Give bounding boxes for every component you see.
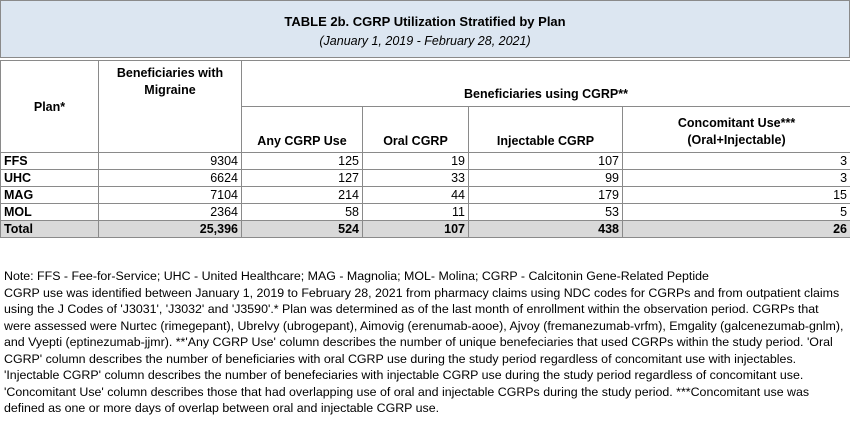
cell-oral-cgrp: 44 (362, 186, 469, 204)
cell-oral-cgrp: 11 (362, 203, 469, 221)
header-cgrp-label: Beneficiaries using CGRP** (464, 87, 628, 101)
table-subtitle: (January 1, 2019 - February 28, 2021) (319, 34, 531, 48)
cell-migraine: 7104 (98, 186, 242, 204)
table-title-block: TABLE 2b. CGRP Utilization Stratified by… (0, 0, 850, 58)
cell-total-injectable-cgrp: 438 (468, 220, 623, 238)
header-concomitant-line2: (Oral+Injectable) (687, 133, 786, 147)
table-row: MOL 2364 58 11 53 5 (0, 203, 850, 221)
cell-injectable-cgrp: 99 (468, 169, 623, 187)
header-plan: Plan* (0, 60, 99, 153)
header-concomitant: Concomitant Use*** (Oral+Injectable) (621, 106, 850, 153)
cell-total-oral-cgrp: 107 (362, 220, 469, 238)
cell-total-label: Total (0, 220, 99, 238)
header-beneficiaries-cgrp: Beneficiaries using CGRP** (240, 60, 850, 107)
table-title: TABLE 2b. CGRP Utilization Stratified by… (284, 14, 566, 29)
cell-migraine: 2364 (98, 203, 242, 221)
cell-injectable-cgrp: 179 (468, 186, 623, 204)
cell-concomitant: 3 (621, 169, 850, 187)
header-any-cgrp: Any CGRP Use (241, 106, 363, 153)
header-oral-cgrp-label: Oral CGRP (383, 134, 448, 148)
header-beneficiaries-migraine: Beneficiaries with Migraine (98, 60, 242, 153)
cell-any-cgrp: 127 (241, 169, 363, 187)
cell-any-cgrp: 125 (241, 152, 363, 170)
footnote-abbreviations: Note: FFS - Fee-for-Service; UHC - Unite… (4, 269, 709, 283)
cell-oral-cgrp: 19 (362, 152, 469, 170)
cell-plan: MAG (0, 186, 99, 204)
cell-plan: UHC (0, 169, 99, 187)
header-row-2: Any CGRP Use Oral CGRP Injectable CGRP C… (1, 106, 850, 153)
total-row: Total 25,396 524 107 438 26 (0, 220, 850, 238)
header-migraine-line1: Beneficiaries with (116, 66, 224, 80)
cell-total-concomitant: 26 (621, 220, 850, 238)
footnotes: Note: FFS - Fee-for-Service; UHC - Unite… (4, 268, 847, 417)
table-row: FFS 9304 125 19 107 3 (0, 152, 850, 170)
header-migraine-line2: Migraine (144, 83, 196, 97)
cell-total-migraine: 25,396 (98, 220, 242, 238)
header-any-cgrp-label: Any CGRP Use (257, 134, 347, 148)
header-oral-cgrp: Oral CGRP (362, 106, 469, 153)
header-injectable-cgrp-label: Injectable CGRP (496, 134, 595, 148)
header-injectable-cgrp: Injectable CGRP (468, 106, 623, 153)
cell-oral-cgrp: 33 (362, 169, 469, 187)
table-row: UHC 6624 127 33 99 3 (0, 169, 850, 187)
cell-plan: FFS (0, 152, 99, 170)
footnote-body: CGRP use was identified between January … (4, 285, 844, 416)
header-row-1: Plan* Beneficiaries with Migraine Benefi… (0, 60, 850, 153)
header-concomitant-line1: Concomitant Use*** (677, 116, 796, 130)
cell-total-any-cgrp: 524 (241, 220, 363, 238)
table-row: MAG 7104 214 44 179 15 (0, 186, 850, 204)
cell-concomitant: 15 (621, 186, 850, 204)
header-plan-label: Plan* (33, 99, 66, 114)
cell-plan: MOL (0, 203, 99, 221)
cell-injectable-cgrp: 53 (468, 203, 623, 221)
cell-any-cgrp: 214 (241, 186, 363, 204)
utilization-table: Plan* Beneficiaries with Migraine Benefi… (0, 60, 850, 238)
cell-migraine: 6624 (98, 169, 242, 187)
cell-injectable-cgrp: 107 (468, 152, 623, 170)
cell-migraine: 9304 (98, 152, 242, 170)
cell-concomitant: 5 (621, 203, 850, 221)
cell-any-cgrp: 58 (241, 203, 363, 221)
cell-concomitant: 3 (621, 152, 850, 170)
